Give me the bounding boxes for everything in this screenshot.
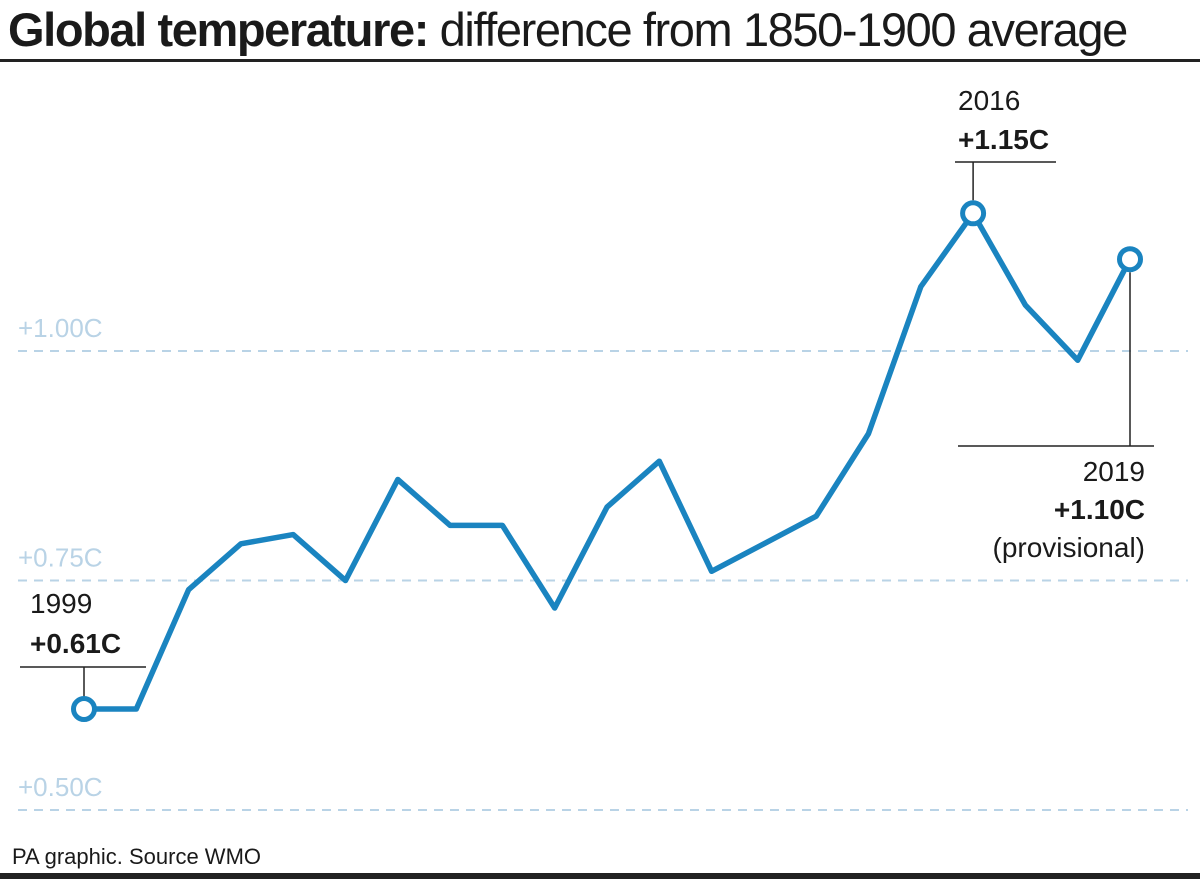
grid-layer: +0.50C +0.75C +1.00C — [18, 313, 1188, 811]
annotation-2019-note: (provisional) — [993, 532, 1146, 563]
chart-header: Global temperature: difference from 1850… — [0, 0, 1200, 62]
annotation-1999-value: +0.61C — [30, 628, 121, 659]
source-credit: PA graphic. Source WMO — [12, 844, 262, 869]
line-layer — [81, 210, 1133, 712]
header-rule — [0, 59, 1200, 62]
annotation-layer: 1999 +0.61C 2016 +1.15C 2019 +1.10C (provision… — [20, 85, 1154, 723]
title-bold: Global temperature: — [8, 3, 429, 56]
footer-rule — [0, 873, 1200, 879]
annotation-1999-year: 1999 — [30, 588, 92, 619]
annotation-2016-year: 2016 — [958, 85, 1020, 116]
chart-title: Global temperature: difference from 1850… — [8, 2, 1129, 58]
y-tick-label-0: +0.50C — [18, 772, 103, 802]
point-marker-2019 — [1117, 246, 1143, 273]
annotation-2019-year: 2019 — [1083, 456, 1145, 487]
point-marker-1999 — [71, 696, 97, 723]
point-marker-2016 — [960, 200, 987, 227]
annotation-2019-value: +1.10C — [1054, 494, 1145, 525]
y-tick-label-2: +1.00C — [18, 313, 103, 343]
y-tick-label-1: +0.75C — [18, 543, 103, 573]
title-rest: difference from 1850-1900 average — [439, 3, 1129, 56]
annotation-2016-value: +1.15C — [958, 124, 1049, 155]
series-line — [81, 210, 1133, 712]
